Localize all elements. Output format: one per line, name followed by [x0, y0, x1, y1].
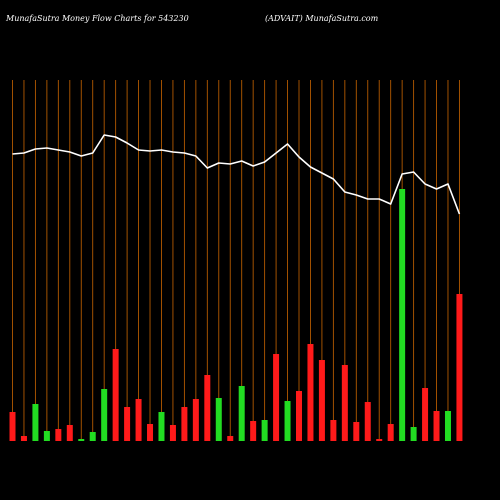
money-flow-bar — [273, 354, 280, 441]
money-flow-bar — [318, 360, 325, 441]
price-line — [12, 134, 461, 215]
money-flow-bar — [307, 344, 314, 441]
money-flow-bar — [433, 411, 440, 441]
money-flow-bar — [55, 429, 62, 441]
money-flow-bar — [147, 424, 154, 441]
money-flow-bar — [261, 420, 268, 441]
money-flow-bar — [227, 436, 234, 441]
money-flow-bar — [353, 422, 360, 441]
money-flow-bar — [330, 420, 337, 441]
money-flow-bar — [78, 439, 85, 441]
money-flow-bar — [66, 425, 73, 441]
money-flow-bar — [422, 388, 429, 441]
money-flow-bar — [341, 365, 348, 441]
money-flow-bar — [112, 349, 119, 441]
money-flow-bar — [215, 398, 222, 441]
money-flow-bar — [410, 427, 417, 441]
money-flow-bar — [376, 439, 383, 441]
money-flow-bar — [250, 421, 257, 441]
money-flow-bar — [32, 404, 39, 441]
money-flow-bar — [284, 401, 291, 441]
money-flow-bars — [9, 189, 463, 441]
money-flow-bar — [169, 425, 176, 441]
money-flow-bar — [20, 436, 27, 441]
chart-title: MunafaSutra Money Flow Charts for 543230 — [6, 14, 189, 23]
money-flow-bar — [387, 424, 394, 441]
money-flow-bar — [192, 399, 199, 441]
money-flow-bar — [399, 189, 406, 441]
money-flow-bar — [364, 402, 371, 441]
money-flow-bar — [135, 399, 142, 441]
money-flow-bar — [204, 375, 211, 441]
money-flow-bar — [296, 391, 302, 441]
money-flow-bar — [238, 386, 245, 441]
money-flow-bar — [158, 412, 165, 441]
money-flow-bar — [124, 407, 131, 441]
money-flow-bar — [43, 431, 50, 441]
money-flow-bar — [456, 294, 463, 441]
money-flow-bar — [181, 407, 188, 441]
money-flow-bar — [444, 411, 451, 441]
price-line-path — [12, 134, 461, 215]
money-flow-bar — [101, 389, 108, 441]
money-flow-bar — [9, 412, 16, 441]
money-flow-bar — [89, 432, 96, 441]
chart-subtitle: (ADVAIT) MunafaSutra.com — [265, 14, 379, 23]
